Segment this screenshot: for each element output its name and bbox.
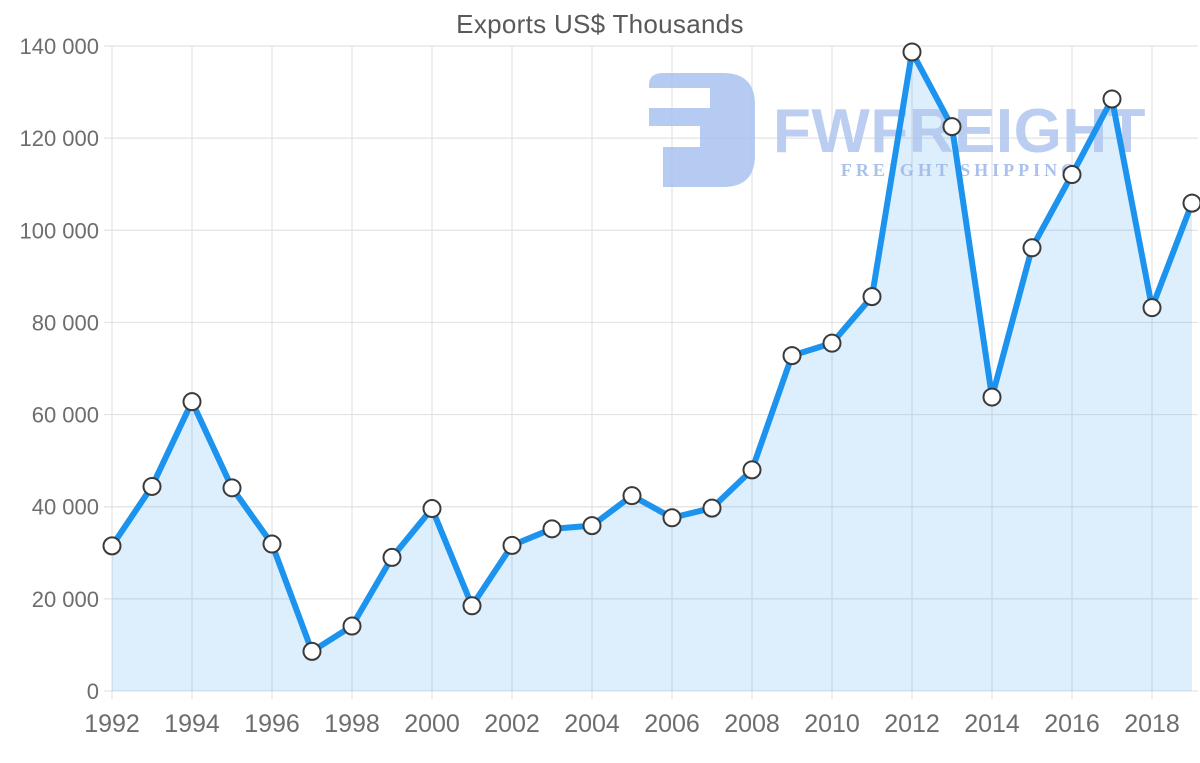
data-point-2001[interactable] — [462, 596, 482, 616]
data-point-2013[interactable] — [942, 117, 962, 137]
data-point-1999[interactable] — [382, 547, 402, 567]
data-point-2019[interactable] — [1182, 193, 1200, 213]
data-point-2003[interactable] — [542, 519, 562, 539]
data-point-1996[interactable] — [262, 534, 282, 554]
x-axis-tick-label: 2018 — [1124, 710, 1180, 738]
data-point-1997[interactable] — [302, 641, 322, 661]
y-axis-tick-label: 40 000 — [32, 495, 99, 520]
x-axis-tick-label: 1992 — [84, 710, 140, 738]
data-point-2016[interactable] — [1062, 165, 1082, 185]
x-axis-tick-label: 2004 — [564, 710, 620, 738]
watermark-logo-icon — [649, 73, 755, 187]
y-axis-tick-label: 100 000 — [19, 218, 99, 243]
data-point-2000[interactable] — [422, 499, 442, 519]
data-point-2006[interactable] — [662, 508, 682, 528]
y-axis-tick-label: 20 000 — [32, 587, 99, 612]
data-point-2017[interactable] — [1102, 89, 1122, 109]
data-point-1998[interactable] — [342, 616, 362, 636]
data-point-2011[interactable] — [862, 287, 882, 307]
data-point-2014[interactable] — [982, 387, 1002, 407]
data-point-1995[interactable] — [222, 478, 242, 498]
x-axis-tick-label: 2002 — [484, 710, 540, 738]
data-point-2004[interactable] — [582, 516, 602, 536]
chart-title: Exports US$ Thousands — [456, 9, 744, 39]
data-point-2010[interactable] — [822, 333, 842, 353]
y-axis-tick-label: 120 000 — [19, 126, 99, 151]
x-axis-tick-label: 1998 — [324, 710, 380, 738]
x-axis-tick-label: 2010 — [804, 710, 860, 738]
data-point-2015[interactable] — [1022, 238, 1042, 258]
chart-line — [109, 48, 1195, 655]
data-point-2009[interactable] — [782, 346, 802, 366]
grid-and-axes: 0 20 000 40 000 60 000 80 000 100 000 120 000 1… — [19, 34, 1198, 738]
data-point-1994[interactable] — [182, 392, 202, 412]
y-axis-tick-label: 0 — [87, 679, 99, 704]
chart-area-fill — [112, 51, 1192, 692]
x-axis-tick-label: 1996 — [244, 710, 300, 738]
x-axis-tick-label: 2014 — [964, 710, 1020, 738]
data-point-2002[interactable] — [502, 535, 522, 555]
y-axis-tick-label: 60 000 — [32, 403, 99, 428]
data-point-1993[interactable] — [142, 476, 162, 496]
x-axis-tick-label: 2016 — [1044, 710, 1100, 738]
data-point-2005[interactable] — [622, 486, 642, 506]
data-point-2007[interactable] — [702, 498, 722, 518]
data-point-markers — [102, 42, 1200, 661]
data-point-2008[interactable] — [742, 460, 762, 480]
y-axis-tick-label: 80 000 — [32, 310, 99, 335]
x-axis-tick-label: 2006 — [644, 710, 700, 738]
x-axis-tick-label: 2008 — [724, 710, 780, 738]
data-point-1992[interactable] — [102, 536, 122, 556]
y-axis-tick-label: 140 000 — [19, 34, 99, 59]
x-axis-tick-label: 2000 — [404, 710, 460, 738]
x-axis-tick-label: 2012 — [884, 710, 940, 738]
x-axis-tick-label: 1994 — [164, 710, 220, 738]
data-point-2012[interactable] — [902, 42, 922, 62]
data-point-2018[interactable] — [1142, 298, 1162, 318]
